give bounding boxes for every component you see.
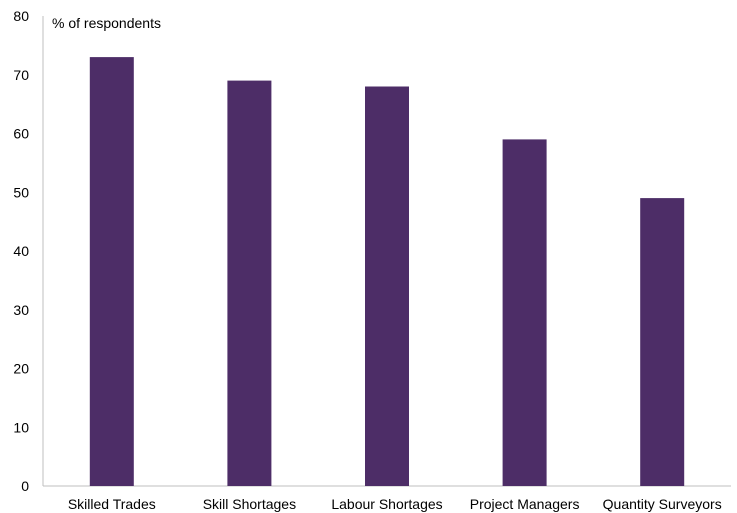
x-category-label: Project Managers (470, 496, 580, 512)
bar (89, 57, 134, 486)
y-tick-label: 60 (13, 126, 29, 142)
y-tick-label: 20 (13, 361, 29, 377)
y-tick-label: 40 (13, 243, 29, 259)
y-tick-label: 50 (13, 184, 29, 200)
y-tick-label: 70 (13, 67, 29, 83)
y-axis-unit-label: % of respondents (52, 15, 161, 31)
y-tick-label: 0 (21, 478, 29, 494)
x-category-label: Skilled Trades (68, 496, 156, 512)
y-tick-label: 30 (13, 302, 29, 318)
y-tick-label: 80 (13, 8, 29, 24)
bar (365, 86, 409, 486)
bar (640, 198, 685, 486)
y-tick-label: 10 (13, 419, 29, 435)
bar (502, 139, 547, 486)
x-category-label: Skill Shortages (203, 496, 296, 512)
x-category-label: Labour Shortages (331, 496, 442, 512)
y-axis-ticks: 0 10 20 30 40 50 60 70 80 (13, 8, 29, 494)
bars-group (89, 57, 685, 486)
x-axis-labels: Skilled Trades Skill Shortages Labour Shor… (68, 496, 722, 512)
bar (227, 80, 272, 486)
x-category-label: Quantity Surveyors (603, 496, 722, 512)
